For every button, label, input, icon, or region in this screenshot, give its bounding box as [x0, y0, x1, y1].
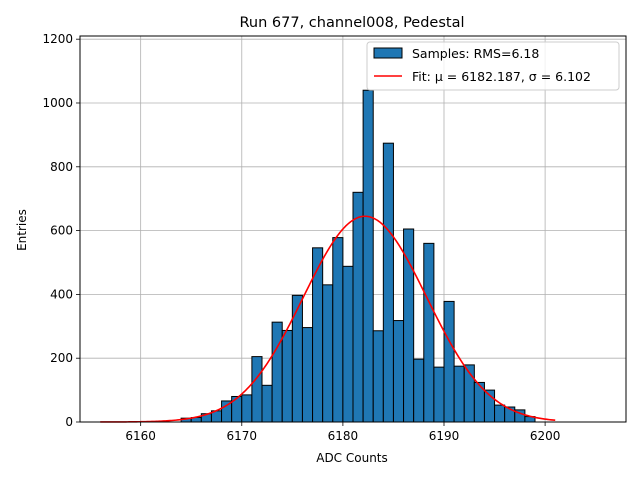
- histogram-bar: [403, 228, 415, 423]
- y-tick-label: 200: [50, 351, 73, 365]
- plot-frame: [79, 35, 627, 423]
- y-tick-label: 1200: [42, 32, 73, 46]
- histogram-bar: [281, 329, 293, 423]
- histogram-bar: [221, 400, 233, 423]
- histogram-bar: [382, 142, 394, 423]
- histogram-bar: [352, 191, 364, 423]
- histogram-bar: [423, 242, 435, 423]
- histogram-bar: [494, 404, 506, 423]
- x-axis-label: ADC Counts: [316, 451, 388, 465]
- x-tick-label: 6190: [429, 429, 460, 443]
- histogram-bar: [291, 294, 303, 423]
- legend: Samples: RMS=6.18 Fit: μ = 6182.187, σ =…: [366, 41, 620, 91]
- y-tick-label: 0: [65, 415, 73, 429]
- legend-label-samples: Samples: RMS=6.18: [412, 46, 539, 61]
- y-axis-ticks: 0 200 400 600 800 1000 1200: [42, 32, 80, 429]
- histogram-bar: [443, 300, 455, 423]
- x-tick-label: 6200: [530, 429, 561, 443]
- histogram-bar: [251, 356, 263, 423]
- histogram-bars: [180, 89, 536, 423]
- histogram-bar: [362, 89, 374, 423]
- histogram-bar: [413, 358, 425, 423]
- fit-curve-group: [100, 215, 556, 423]
- histogram-bar: [392, 320, 405, 423]
- histogram-bar: [332, 237, 344, 423]
- histogram-bar: [433, 366, 445, 423]
- x-tick-label: 6160: [125, 429, 156, 443]
- x-tick-label: 6170: [227, 429, 258, 443]
- legend-box: [366, 41, 620, 91]
- histogram-bar: [271, 321, 283, 423]
- histogram-bar: [342, 265, 354, 423]
- x-tick-label: 6180: [328, 429, 359, 443]
- y-tick-label: 1000: [42, 96, 73, 110]
- chart-title: Run 677, channel008, Pedestal: [239, 15, 464, 31]
- histogram-bar: [453, 365, 465, 423]
- y-tick-label: 800: [50, 160, 73, 174]
- histogram-bar: [241, 394, 253, 423]
- y-tick-label: 400: [50, 287, 73, 301]
- x-axis-ticks: 6160 6170 6180 6190 6200: [125, 422, 560, 443]
- y-axis-label: Entries: [15, 209, 29, 251]
- legend-label-fit: Fit: μ = 6182.187, σ = 6.102: [412, 69, 591, 84]
- histogram-bar: [301, 327, 314, 423]
- histogram-bar: [322, 284, 334, 423]
- fit-curve: [100, 215, 556, 423]
- legend-swatch-samples: [373, 47, 403, 59]
- y-tick-label: 600: [50, 224, 73, 238]
- histogram-bar: [372, 330, 384, 423]
- histogram-bar: [261, 384, 273, 423]
